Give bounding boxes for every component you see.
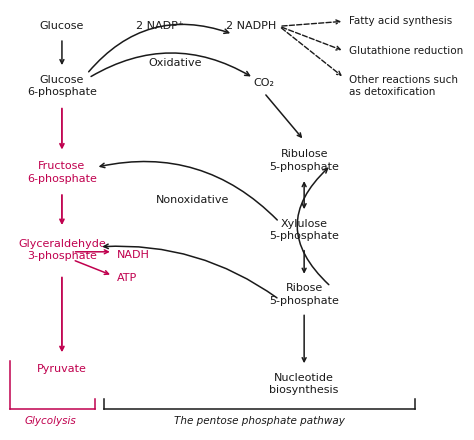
Text: Ribulose
5-phosphate: Ribulose 5-phosphate: [269, 149, 339, 172]
Text: Other reactions such
as detoxification: Other reactions such as detoxification: [349, 75, 458, 97]
Text: 2 NADPH: 2 NADPH: [226, 21, 276, 31]
Text: Fructose
6-phosphate: Fructose 6-phosphate: [27, 161, 97, 183]
Text: Nonoxidative: Nonoxidative: [156, 195, 229, 205]
Text: Glucose: Glucose: [40, 21, 84, 31]
Text: Glycolysis: Glycolysis: [25, 416, 76, 426]
Text: Ribose
5-phosphate: Ribose 5-phosphate: [269, 283, 339, 306]
Text: Pyruvate: Pyruvate: [37, 364, 87, 374]
Text: NADH: NADH: [117, 250, 150, 260]
Text: Nucleotide
biosynthesis: Nucleotide biosynthesis: [269, 373, 339, 395]
Text: Glyceraldehyde
3-phosphate: Glyceraldehyde 3-phosphate: [18, 238, 106, 261]
Text: Oxidative: Oxidative: [148, 58, 202, 68]
Text: Fatty acid synthesis: Fatty acid synthesis: [349, 16, 452, 26]
Text: 2 NADP⁺: 2 NADP⁺: [136, 21, 184, 31]
Text: ATP: ATP: [117, 273, 137, 282]
Text: Glucose
6-phosphate: Glucose 6-phosphate: [27, 75, 97, 97]
Text: The pentose phosphate pathway: The pentose phosphate pathway: [174, 416, 345, 426]
Text: CO₂: CO₂: [254, 78, 274, 88]
Text: Xylulose
5-phosphate: Xylulose 5-phosphate: [269, 219, 339, 241]
Text: Glutathione reduction: Glutathione reduction: [349, 46, 463, 56]
